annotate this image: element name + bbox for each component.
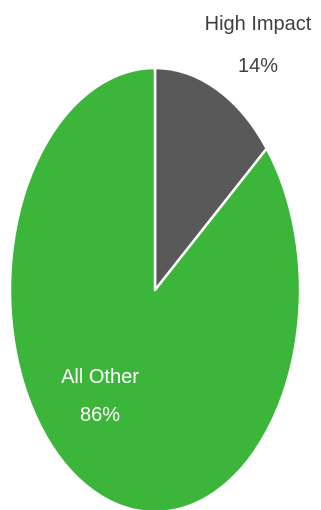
slice-label-high-impact: High Impact [205,13,312,35]
slice-value-label-high-impact: 14% [238,55,278,77]
slice-label-all-other: All Other [61,366,139,388]
pie-slice-high-impact [153,66,268,292]
slice-value-label-all-other: 86% [80,404,120,426]
pie-slice-all-other [8,66,302,510]
